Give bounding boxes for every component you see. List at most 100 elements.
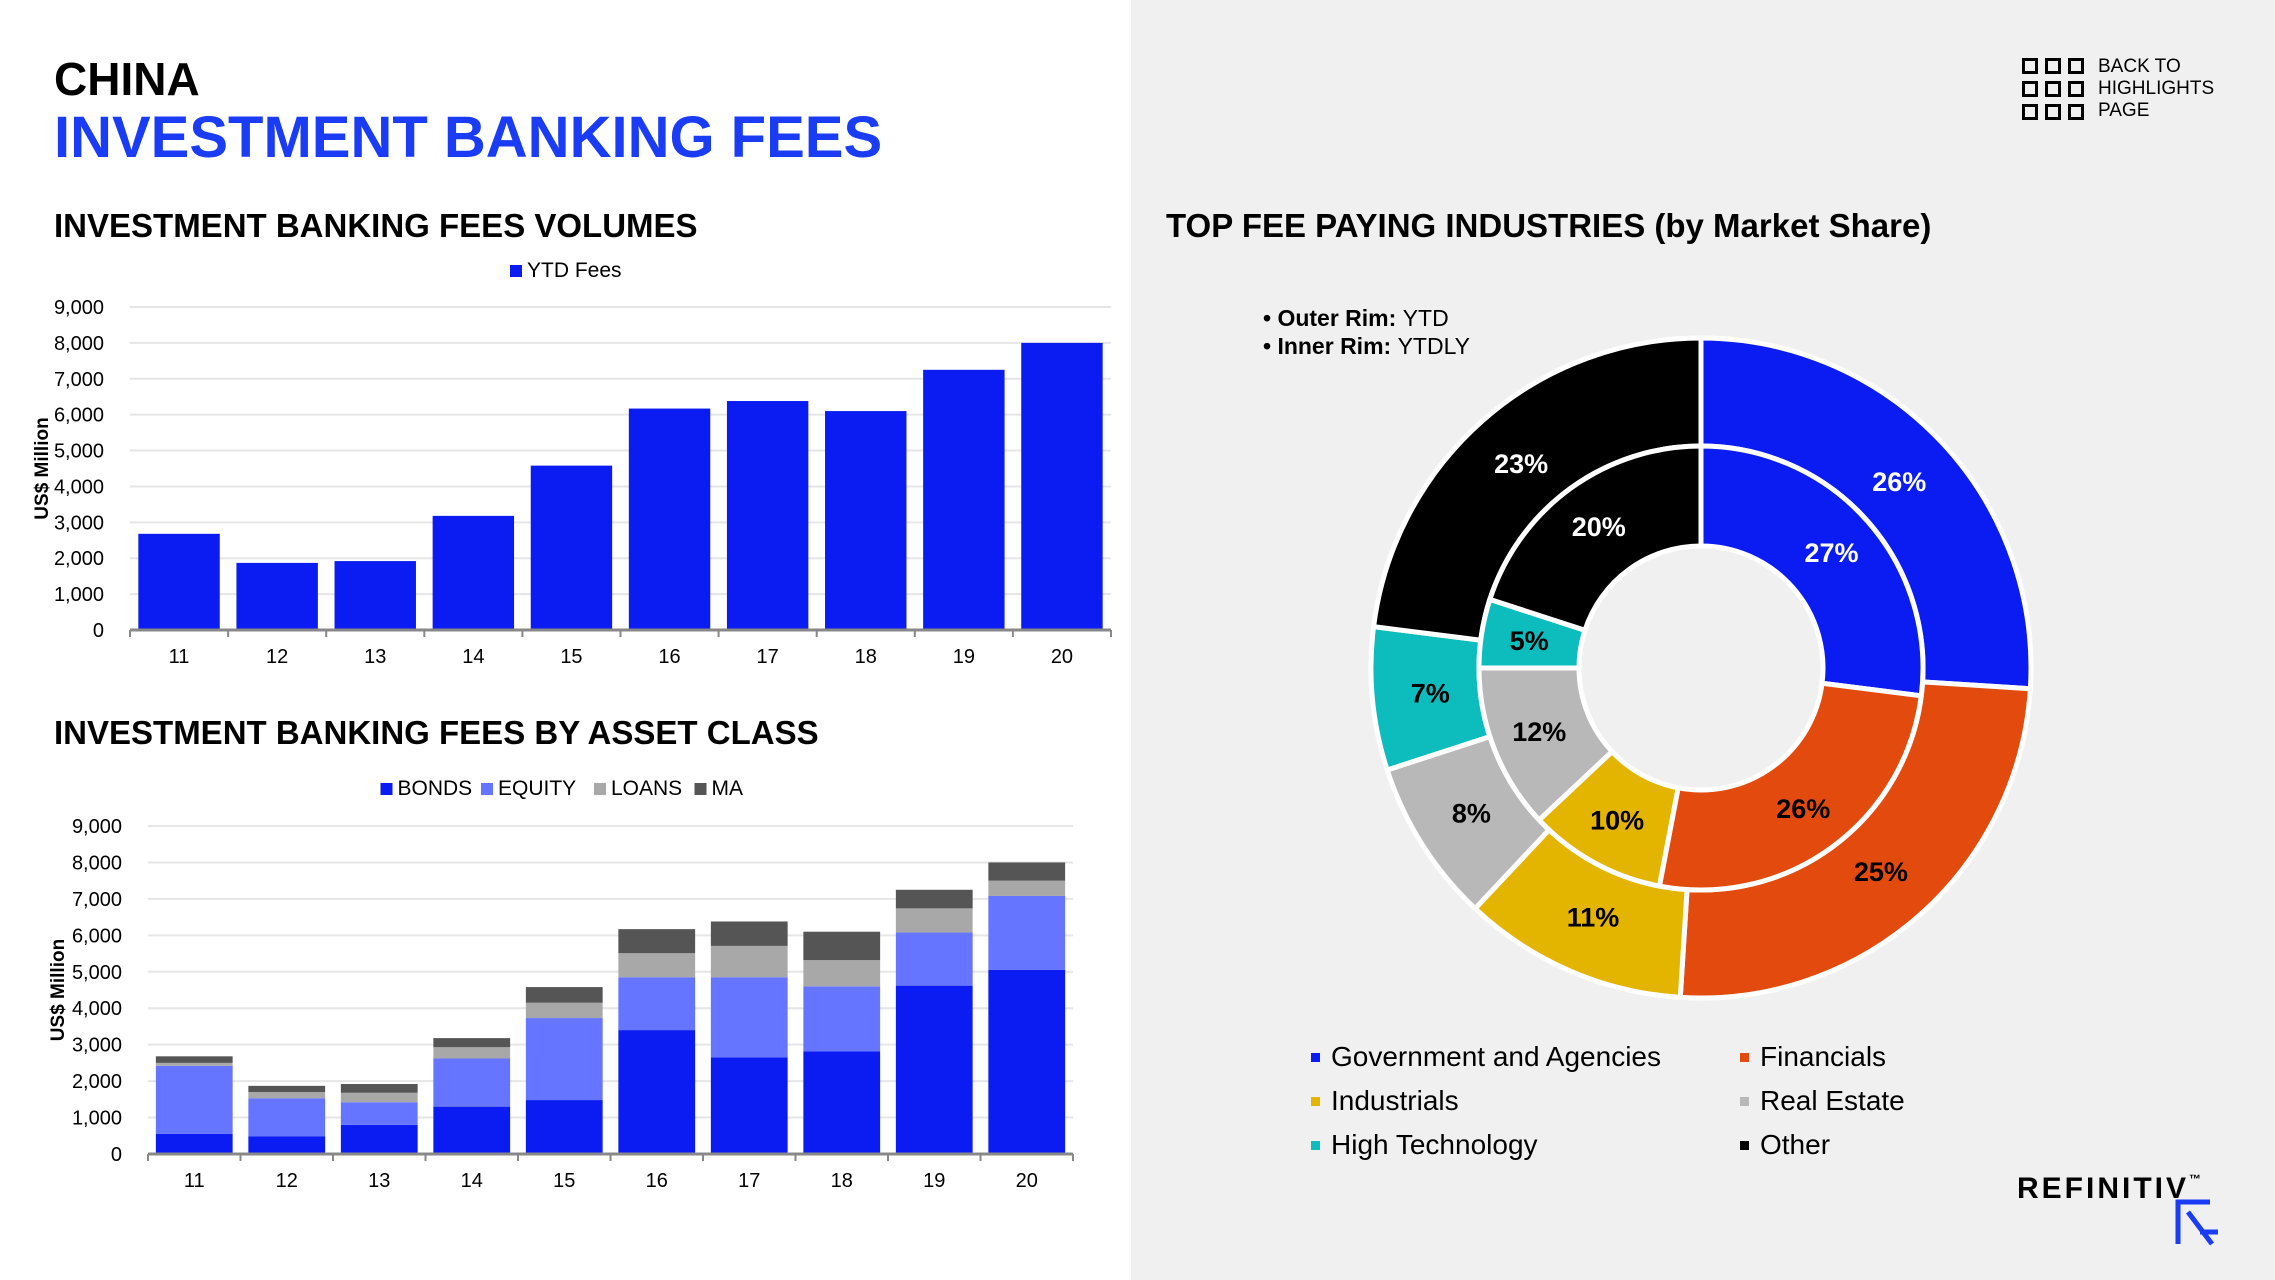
y-tick-label: 6,000	[72, 925, 122, 947]
bar-ma-12	[248, 1085, 326, 1093]
x-tick-label: 20	[1051, 646, 1073, 668]
bar-equity-14	[433, 1058, 511, 1107]
x-tick-label: 15	[553, 1170, 575, 1192]
x-tick-label: 16	[658, 646, 680, 668]
y-tick-label: 5,000	[72, 962, 122, 984]
inner-rim-label-real-estate: 12%	[1512, 717, 1566, 747]
outer-rim-label-government: 26%	[1872, 467, 1926, 497]
bar-loans-19	[895, 908, 973, 933]
x-tick-label: 19	[923, 1170, 945, 1192]
y-axis-label: US$ Million	[48, 939, 69, 1041]
trademark: ™	[2189, 1172, 2202, 1186]
y-tick-label: 3,000	[72, 1035, 122, 1057]
bar-ma-15	[525, 987, 603, 1003]
bar-ytd-fees-18	[825, 411, 907, 630]
page-title-country: CHINA	[54, 53, 200, 105]
x-tick-label: 13	[368, 1170, 390, 1192]
bar-equity-18	[803, 986, 881, 1052]
rim-note: • Outer Rim: YTD	[1263, 305, 1449, 331]
bar-equity-12	[248, 1098, 326, 1137]
legend-label: BONDS	[398, 777, 473, 800]
y-tick-label: 8,000	[72, 852, 122, 874]
bar-loans-16	[618, 953, 696, 978]
back-to-highlights-link[interactable]: BACK TO HIGHLIGHTS PAGE	[2022, 56, 2214, 122]
y-tick-label: 0	[111, 1144, 122, 1166]
y-tick-label: 6,000	[54, 405, 104, 427]
bar-equity-13	[340, 1102, 418, 1125]
right-panel	[1131, 0, 2275, 1280]
y-tick-label: 7,000	[72, 889, 122, 911]
legend-label-government: Government and Agencies	[1331, 1041, 1661, 1072]
rim-note: • Inner Rim: YTDLY	[1263, 333, 1470, 359]
legend-swatch	[380, 783, 393, 795]
bar-ma-16	[618, 929, 696, 954]
legend-swatch	[510, 265, 522, 277]
y-axis-label: US$ Million	[32, 417, 53, 519]
volumes-section-title: INVESTMENT BANKING FEES VOLUMES	[54, 207, 698, 244]
x-tick-label: 17	[757, 646, 779, 668]
bar-bonds-20	[988, 969, 1066, 1154]
bar-loans-14	[433, 1047, 511, 1059]
grid-icon	[2022, 58, 2084, 120]
y-tick-label: 7,000	[54, 369, 104, 391]
bar-bonds-14	[433, 1106, 511, 1154]
refinitiv-logo: REFINITIV™	[2017, 1172, 2201, 1206]
bar-loans-13	[340, 1092, 418, 1103]
y-tick-label: 9,000	[72, 816, 122, 838]
bar-bonds-15	[525, 1100, 603, 1154]
legend-swatch-government	[1311, 1053, 1320, 1062]
outer-rim-label-other: 23%	[1494, 449, 1548, 479]
asset-class-chart: 0 1,000 2,000 3,000 4,000 5,000 6,000 7,000 8,00…	[48, 777, 1074, 1192]
y-tick-label: 1,000	[54, 584, 104, 606]
legend-label-other: Other	[1760, 1129, 1830, 1160]
inner-rim-slice-government	[1698, 443, 1926, 699]
x-tick-label: 18	[831, 1170, 853, 1192]
bar-ma-20	[988, 862, 1066, 881]
x-tick-label: 18	[855, 646, 877, 668]
bar-bonds-19	[895, 985, 973, 1154]
inner-rim-slice-other	[1486, 443, 1704, 634]
outer-rim-label-real-estate: 8%	[1452, 799, 1491, 829]
y-tick-label: 1,000	[72, 1108, 122, 1130]
x-tick-label: 16	[646, 1170, 668, 1192]
legend-label-financials: Financials	[1760, 1041, 1886, 1072]
bar-ma-19	[895, 889, 973, 909]
bar-ytd-fees-12	[236, 562, 318, 630]
x-tick-label: 11	[169, 646, 190, 668]
bar-equity-11	[155, 1065, 233, 1134]
logo-text: REFINITIV	[2017, 1172, 2190, 1205]
legend-swatch	[694, 783, 707, 795]
y-tick-label: 9,000	[54, 297, 104, 319]
bar-equity-16	[618, 977, 696, 1031]
outer-rim-label-industrials: 11%	[1567, 903, 1620, 933]
bar-ma-14	[433, 1038, 511, 1048]
legend-label-real-estate: Real Estate	[1760, 1085, 1905, 1116]
bar-bonds-13	[340, 1124, 418, 1154]
inner-rim-label-high-technology: 5%	[1510, 626, 1549, 656]
legend-label-high-technology: High Technology	[1331, 1129, 1538, 1160]
x-tick-label: 11	[184, 1170, 205, 1192]
x-tick-label: 14	[461, 1170, 483, 1192]
x-tick-label: 15	[560, 646, 582, 668]
y-tick-label: 4,000	[54, 476, 104, 498]
bar-ytd-fees-15	[530, 465, 613, 630]
bar-ytd-fees-13	[334, 561, 416, 630]
y-tick-label: 0	[93, 620, 104, 642]
inner-rim-slice-financials	[1656, 680, 1925, 893]
bar-loans-18	[803, 960, 881, 987]
bar-bonds-11	[155, 1133, 233, 1154]
legend-swatch-high-technology	[1311, 1141, 1320, 1150]
y-tick-label: 8,000	[54, 333, 104, 355]
bar-loans-17	[710, 945, 788, 978]
inner-rim-label-financials: 26%	[1776, 794, 1830, 824]
bar-ma-13	[340, 1084, 418, 1093]
bar-ytd-fees-11	[138, 533, 220, 630]
inner-rim-label-other: 20%	[1572, 512, 1626, 542]
x-tick-label: 12	[276, 1170, 298, 1192]
legend-swatch	[481, 783, 493, 795]
x-tick-label: 19	[953, 646, 975, 668]
refinitiv-mark-icon	[2175, 1199, 2218, 1246]
bar-bonds-17	[710, 1057, 788, 1154]
bar-ytd-fees-19	[923, 369, 1005, 630]
legend-label: MA	[712, 777, 744, 800]
